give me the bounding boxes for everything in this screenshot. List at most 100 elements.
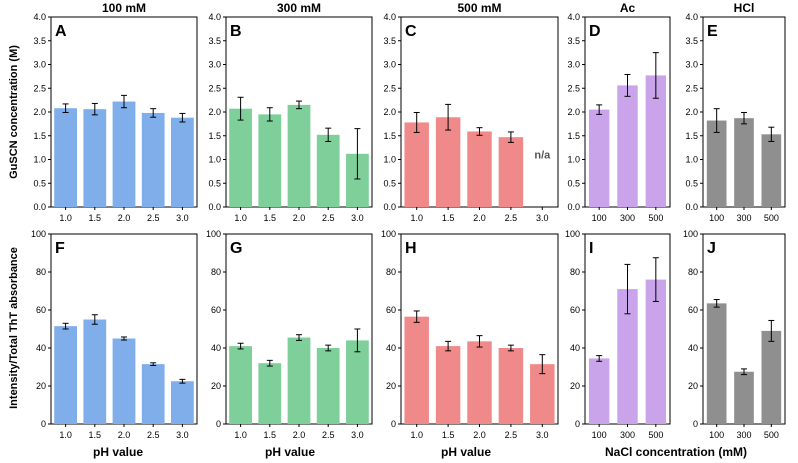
panel-j-bar	[706, 303, 727, 424]
panel-a-x-tick-label: 1.5	[89, 213, 102, 223]
panel-j-x-tick-label: 300	[736, 430, 751, 440]
panel-h-bar	[404, 316, 429, 424]
panel-d-y-tick-label: 3.0	[567, 60, 580, 70]
panel-d-bar	[617, 85, 638, 207]
panel-h-bar	[467, 341, 492, 424]
panel-c-bar	[467, 131, 492, 207]
panel-b-x-tick-label: 2.5	[322, 213, 335, 223]
panel-a-bar	[112, 101, 136, 207]
panel-f-y-tick-label: 0	[41, 419, 46, 429]
panel-c-x-tick-label: 2.0	[473, 213, 486, 223]
panel-a-title: 100 mM	[102, 1, 146, 15]
panel-g-y-tick-label: 20	[211, 381, 221, 391]
panel-j-y-tick-label: 40	[688, 343, 698, 353]
panel-b-y-tick-label: 1.5	[208, 131, 221, 141]
panel-c-y-tick-label: 0.0	[383, 202, 396, 212]
panel-c-bar	[435, 117, 461, 207]
panel-i-y-tick-label: 100	[565, 229, 580, 239]
panel-h-y-tick-label: 100	[381, 229, 396, 239]
panel-d-bar	[588, 109, 610, 207]
panel-h-bar	[435, 346, 461, 424]
panel-b-x-tick-label: 2.0	[293, 213, 306, 223]
panel-a-x-tick-label: 2.5	[147, 213, 160, 223]
panel-f-y-tick-label: 80	[36, 267, 46, 277]
x-axis-label-ph-g: pH value	[265, 445, 315, 459]
panel-i-bar	[645, 279, 667, 424]
panel-f-bar	[83, 319, 107, 424]
panel-e-bar	[761, 134, 782, 207]
panel-b-y-tick-label: 3.5	[208, 36, 221, 46]
panel-j-y-tick-label: 0	[693, 419, 698, 429]
panel-e-title: HCl	[734, 1, 755, 15]
panel-d-bar	[645, 75, 667, 207]
panel-b-x-tick-label: 1.5	[264, 213, 277, 223]
panel-j-x-tick-label: 100	[709, 430, 724, 440]
panel-a-y-tick-label: 3.5	[33, 36, 46, 46]
panel-i-x-tick-label: 100	[592, 430, 607, 440]
panel-a-y-tick-label: 2.0	[33, 107, 46, 117]
panel-d-y-tick-label: 2.0	[567, 107, 580, 117]
panel-c-y-tick-label: 0.5	[383, 178, 396, 188]
panel-e-bar	[706, 120, 727, 207]
panel-a-letter: A	[55, 23, 67, 40]
panel-b-y-tick-label: 0.0	[208, 202, 221, 212]
panel-g-bar	[229, 346, 252, 424]
panel-e-y-tick-label: 1.0	[685, 155, 698, 165]
panel-b-bar	[258, 114, 282, 207]
panel-f-bar	[171, 381, 194, 424]
panel-a-bar	[171, 117, 194, 207]
panel-i-bar	[617, 289, 638, 424]
panel-g-y-tick-label: 0	[216, 419, 221, 429]
panel-c-x-tick-label: 3.0	[536, 213, 549, 223]
panel-a-y-tick-label: 4.0	[33, 12, 46, 22]
panel-f-y-tick-label: 20	[36, 381, 46, 391]
panel-c-x-tick-label: 1.0	[410, 213, 423, 223]
panel-g-y-tick-label: 80	[211, 267, 221, 277]
panel-c-letter: C	[405, 23, 417, 40]
row2-y-axis-label: Intensity/Total ThT absorbance	[8, 247, 20, 409]
panel-a-x-tick-label: 3.0	[176, 213, 189, 223]
panel-i-y-tick-label: 20	[570, 381, 580, 391]
panel-j-x-tick-label: 500	[764, 430, 779, 440]
panel-e-bar	[734, 118, 754, 207]
panel-e-y-tick-label: 4.0	[685, 12, 698, 22]
panel-e-y-tick-label: 2.0	[685, 107, 698, 117]
panel-e-y-tick-label: 0.0	[685, 202, 698, 212]
panel-i-letter: I	[589, 240, 593, 257]
panel-c-x-tick-label: 1.5	[442, 213, 455, 223]
panel-c-na-annotation: n/a	[534, 150, 551, 162]
panel-b-letter: B	[230, 23, 242, 40]
panel-e-x-tick-label: 100	[709, 213, 724, 223]
panel-b-bar	[287, 104, 311, 207]
panel-f-bar	[112, 338, 136, 424]
panel-i-y-tick-label: 60	[570, 305, 580, 315]
panel-a-y-tick-label: 1.0	[33, 155, 46, 165]
panel-a-bar	[141, 112, 165, 207]
panel-h-x-tick-label: 3.0	[536, 430, 549, 440]
panel-h-y-tick-label: 60	[386, 305, 396, 315]
panel-h-x-tick-label: 1.0	[410, 430, 423, 440]
panel-f-bar	[141, 364, 165, 424]
panel-b-y-tick-label: 4.0	[208, 12, 221, 22]
panel-d-x-tick-label: 100	[592, 213, 607, 223]
panel-g-x-tick-label: 1.5	[264, 430, 277, 440]
panel-f-letter: F	[55, 240, 65, 257]
panel-a-bar	[54, 108, 77, 207]
panel-f-x-tick-label: 1.5	[89, 430, 102, 440]
panel-g-bar	[316, 348, 340, 424]
panel-g-y-tick-label: 60	[211, 305, 221, 315]
panel-c-y-tick-label: 4.0	[383, 12, 396, 22]
panel-j-bar	[761, 330, 782, 424]
panel-f-x-tick-label: 3.0	[176, 430, 189, 440]
x-axis-label-ph-h: pH value	[441, 445, 491, 459]
panel-f-x-tick-label: 2.0	[118, 430, 131, 440]
panel-a-bar	[83, 109, 107, 207]
panel-g-y-tick-label: 40	[211, 343, 221, 353]
panel-d-x-tick-label: 500	[648, 213, 663, 223]
x-axis-label-nacl: NaCl concentration (mM)	[605, 445, 747, 459]
panel-i-y-tick-label: 40	[570, 343, 580, 353]
panel-h-x-tick-label: 1.5	[442, 430, 455, 440]
panel-e-y-tick-label: 3.5	[685, 36, 698, 46]
panel-a-y-tick-label: 3.0	[33, 60, 46, 70]
panel-a-y-tick-label: 0.5	[33, 178, 46, 188]
